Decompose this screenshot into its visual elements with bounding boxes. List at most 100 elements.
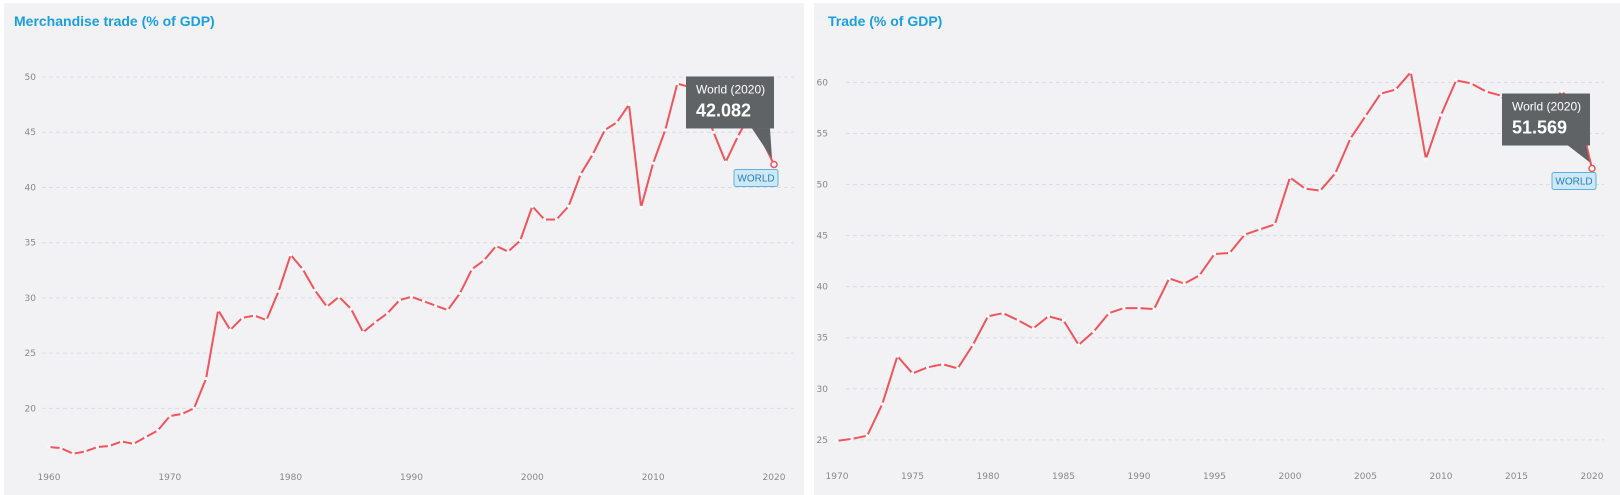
- data-point[interactable]: [131, 442, 136, 446]
- data-point[interactable]: [603, 128, 607, 132]
- data-point[interactable]: [554, 217, 559, 222]
- data-point[interactable]: [264, 318, 269, 322]
- data-point[interactable]: [337, 295, 341, 299]
- data-point[interactable]: [627, 103, 631, 107]
- data-point[interactable]: [180, 412, 184, 416]
- data-point[interactable]: [850, 437, 854, 441]
- data-point[interactable]: [566, 204, 571, 208]
- data-point[interactable]: [252, 314, 257, 318]
- data-point[interactable]: [1439, 113, 1443, 117]
- data-point[interactable]: [1409, 70, 1413, 74]
- data-point[interactable]: [542, 217, 547, 222]
- data-point[interactable]: [1484, 90, 1488, 94]
- data-point[interactable]: [639, 205, 643, 209]
- data-point[interactable]: [506, 249, 510, 254]
- data-point[interactable]: [1560, 90, 1564, 94]
- data-point[interactable]: [1273, 222, 1277, 226]
- data-point[interactable]: [1379, 92, 1383, 96]
- data-point[interactable]: [651, 161, 655, 165]
- data-point[interactable]: [675, 82, 679, 86]
- data-point[interactable]: [1122, 306, 1126, 310]
- data-point[interactable]: [1288, 175, 1292, 179]
- data-point[interactable]: [971, 343, 975, 347]
- data-point[interactable]: [71, 452, 75, 456]
- data-point[interactable]: [361, 330, 365, 334]
- data-point[interactable]: [1077, 343, 1081, 347]
- data-point[interactable]: [289, 253, 293, 257]
- data-point[interactable]: [880, 402, 884, 406]
- merchandise-trade-plot[interactable]: 20 25 30 35 40 45 50 1960 1970 1980 1990 2000 2010 20…: [4, 3, 804, 495]
- data-point[interactable]: [1167, 276, 1171, 281]
- data-point[interactable]: [895, 354, 899, 358]
- data-point[interactable]: [835, 439, 839, 443]
- data-point[interactable]: [1061, 318, 1066, 322]
- data-point[interactable]: [385, 311, 389, 315]
- data-point[interactable]: [1001, 311, 1005, 315]
- data-point[interactable]: [1107, 311, 1111, 315]
- data-point[interactable]: [434, 304, 438, 308]
- data-point[interactable]: [59, 446, 63, 450]
- data-point[interactable]: [1348, 136, 1352, 141]
- trade-plot[interactable]: 25 30 35 40 45 50 55 60 1970 1975 1980 1985 1990 1995…: [814, 3, 1620, 495]
- data-point[interactable]: [941, 362, 945, 366]
- data-point[interactable]: [1031, 326, 1035, 331]
- data-point[interactable]: [1212, 252, 1217, 256]
- data-point[interactable]: [956, 366, 960, 370]
- data-point[interactable]: [470, 267, 474, 271]
- data-point[interactable]: [458, 291, 462, 296]
- data-point[interactable]: [579, 172, 583, 176]
- data-point[interactable]: [276, 289, 281, 293]
- data-point[interactable]: [325, 305, 329, 309]
- data-point[interactable]: [397, 298, 402, 302]
- highlighted-point[interactable]: [770, 160, 778, 169]
- data-point[interactable]: [409, 295, 414, 299]
- data-point[interactable]: [1318, 189, 1322, 193]
- data-point[interactable]: [313, 288, 317, 292]
- data-point[interactable]: [168, 414, 172, 418]
- data-point[interactable]: [518, 238, 522, 243]
- data-point[interactable]: [1424, 157, 1428, 161]
- data-point[interactable]: [910, 371, 915, 376]
- data-point[interactable]: [240, 316, 244, 320]
- data-point[interactable]: [1333, 171, 1337, 175]
- data-point[interactable]: [591, 152, 595, 156]
- series-tag[interactable]: WORLD: [733, 168, 779, 187]
- data-point[interactable]: [47, 445, 51, 449]
- data-point[interactable]: [301, 267, 305, 271]
- data-point[interactable]: [1454, 78, 1458, 82]
- data-point[interactable]: [204, 376, 208, 381]
- data-point[interactable]: [926, 365, 930, 369]
- data-point[interactable]: [119, 439, 124, 444]
- data-point[interactable]: [530, 204, 534, 208]
- data-point[interactable]: [1469, 81, 1473, 86]
- data-point[interactable]: [865, 434, 869, 438]
- data-point[interactable]: [615, 120, 619, 124]
- data-point[interactable]: [1046, 314, 1050, 318]
- data-point[interactable]: [144, 435, 148, 439]
- data-point[interactable]: [1363, 114, 1368, 118]
- data-point[interactable]: [1137, 306, 1141, 310]
- data-point[interactable]: [1228, 251, 1232, 255]
- data-point[interactable]: [349, 307, 353, 311]
- data-point[interactable]: [421, 299, 426, 303]
- data-point[interactable]: [482, 258, 486, 262]
- data-point[interactable]: [83, 449, 87, 454]
- data-point[interactable]: [156, 428, 160, 433]
- data-point[interactable]: [494, 244, 498, 248]
- data-point[interactable]: [192, 406, 196, 410]
- data-point[interactable]: [216, 308, 220, 312]
- data-point[interactable]: [1152, 307, 1156, 311]
- data-point[interactable]: [1197, 273, 1201, 278]
- series-tag[interactable]: WORLD: [1551, 172, 1597, 191]
- data-point[interactable]: [107, 444, 112, 448]
- data-point[interactable]: [986, 314, 990, 318]
- data-point[interactable]: [711, 130, 716, 134]
- data-point[interactable]: [724, 160, 728, 164]
- data-point[interactable]: [736, 135, 740, 139]
- data-point[interactable]: [1258, 227, 1262, 232]
- data-point[interactable]: [1303, 187, 1307, 191]
- data-point[interactable]: [1016, 318, 1020, 322]
- data-point[interactable]: [373, 320, 377, 324]
- data-point[interactable]: [228, 328, 232, 332]
- data-point[interactable]: [1182, 281, 1186, 286]
